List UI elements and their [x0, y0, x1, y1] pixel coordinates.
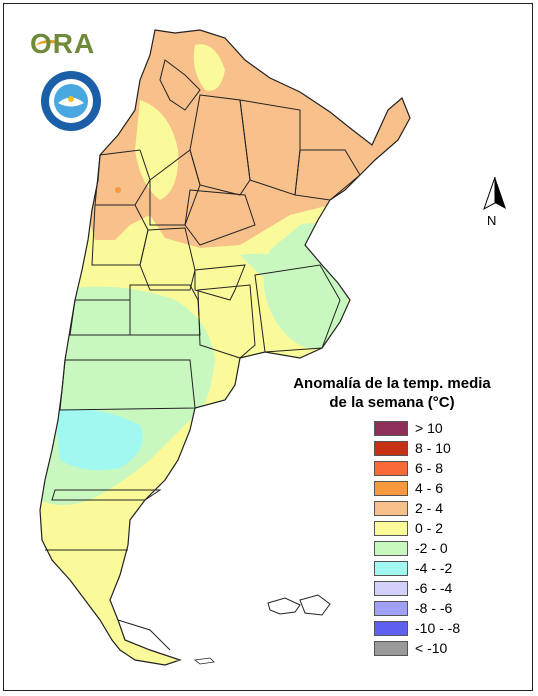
malvinas-islands: [267, 594, 331, 616]
legend-swatch: [374, 500, 408, 516]
legend-label: -6 - -4: [415, 580, 453, 596]
legend-swatch: [374, 620, 408, 636]
legend-title-line2: de la semana (°C): [329, 394, 455, 411]
legend-swatch: [374, 640, 408, 656]
smn-emblem-icon: [41, 71, 101, 131]
legend-item: 2 - 4: [374, 498, 443, 518]
legend-item: < -10: [374, 638, 447, 658]
logo-swoosh-icon: [36, 40, 64, 53]
legend-swatch: [374, 560, 408, 576]
legend-label: -2 - 0: [415, 540, 448, 556]
north-arrow-icon: [483, 176, 506, 211]
legend-label: -8 - -6: [415, 600, 453, 616]
legend-swatch: [374, 480, 408, 496]
legend-label: 2 - 4: [415, 500, 444, 516]
legend-label: 0 - 2: [415, 520, 444, 536]
legend-label: < -10: [415, 640, 448, 656]
north-label: N: [487, 213, 497, 228]
legend-title: Anomalía de la temp. media de la semana …: [292, 374, 492, 412]
province-borders: [39, 29, 411, 666]
small-islands: [194, 657, 215, 665]
legend-swatch: [374, 420, 408, 436]
legend-label: -10 - -8: [415, 620, 461, 636]
legend-item: 4 - 6: [374, 478, 443, 498]
legend-swatch: [374, 440, 408, 456]
legend-title-line1: Anomalía de la temp. media: [293, 375, 491, 392]
legend-label: -4 - -2: [415, 560, 453, 576]
legend-item: -10 - -8: [374, 618, 460, 638]
logo-text: ORA: [30, 28, 96, 59]
legend-item: -4 - -2: [374, 558, 452, 578]
legend-item: 0 - 2: [374, 518, 443, 538]
legend-swatch: [374, 600, 408, 616]
legend-item: 6 - 8: [374, 458, 443, 478]
legend-item: > 10: [374, 418, 443, 438]
legend-swatch: [374, 540, 408, 556]
legend-item: -8 - -6: [374, 598, 452, 618]
legend-label: 4 - 6: [415, 480, 444, 496]
legend-swatch: [374, 520, 408, 536]
legend-swatch: [374, 460, 408, 476]
legend-swatch: [374, 580, 408, 596]
legend-label: > 10: [415, 420, 443, 436]
legend-item: -2 - 0: [374, 538, 448, 558]
legend-item: 8 - 10: [374, 438, 451, 458]
legend-label: 8 - 10: [415, 440, 451, 456]
legend-item: -6 - -4: [374, 578, 452, 598]
map-frame: [3, 3, 533, 691]
legend-label: 6 - 8: [415, 460, 444, 476]
